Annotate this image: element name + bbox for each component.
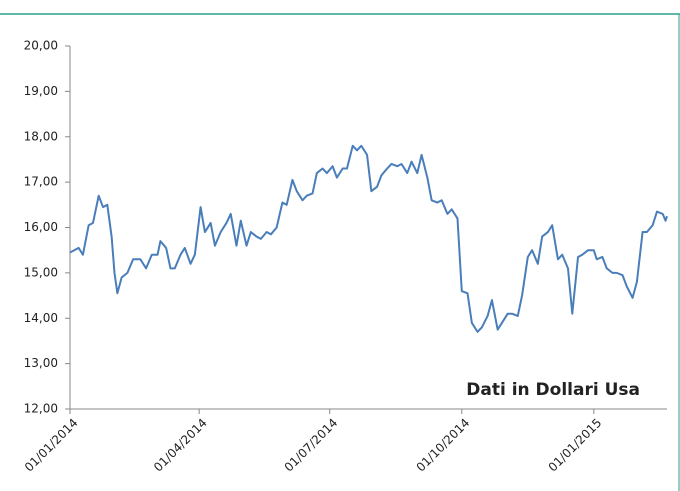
y-tick-label: 16,00	[24, 220, 58, 234]
y-tick-label: 18,00	[24, 129, 58, 143]
line-series	[69, 144, 668, 333]
y-tick-label: 14,00	[24, 311, 58, 325]
y-tick-label: 20,00	[24, 39, 58, 53]
y-tick-label: 13,00	[24, 356, 58, 370]
y-tick-label: 19,00	[24, 84, 58, 98]
y-tick-label: 12,00	[24, 402, 58, 416]
y-tick-label: 15,00	[24, 265, 58, 279]
annotation: Dati in Dollari Usa	[466, 380, 640, 400]
y-tick-label: 17,00	[24, 175, 58, 189]
